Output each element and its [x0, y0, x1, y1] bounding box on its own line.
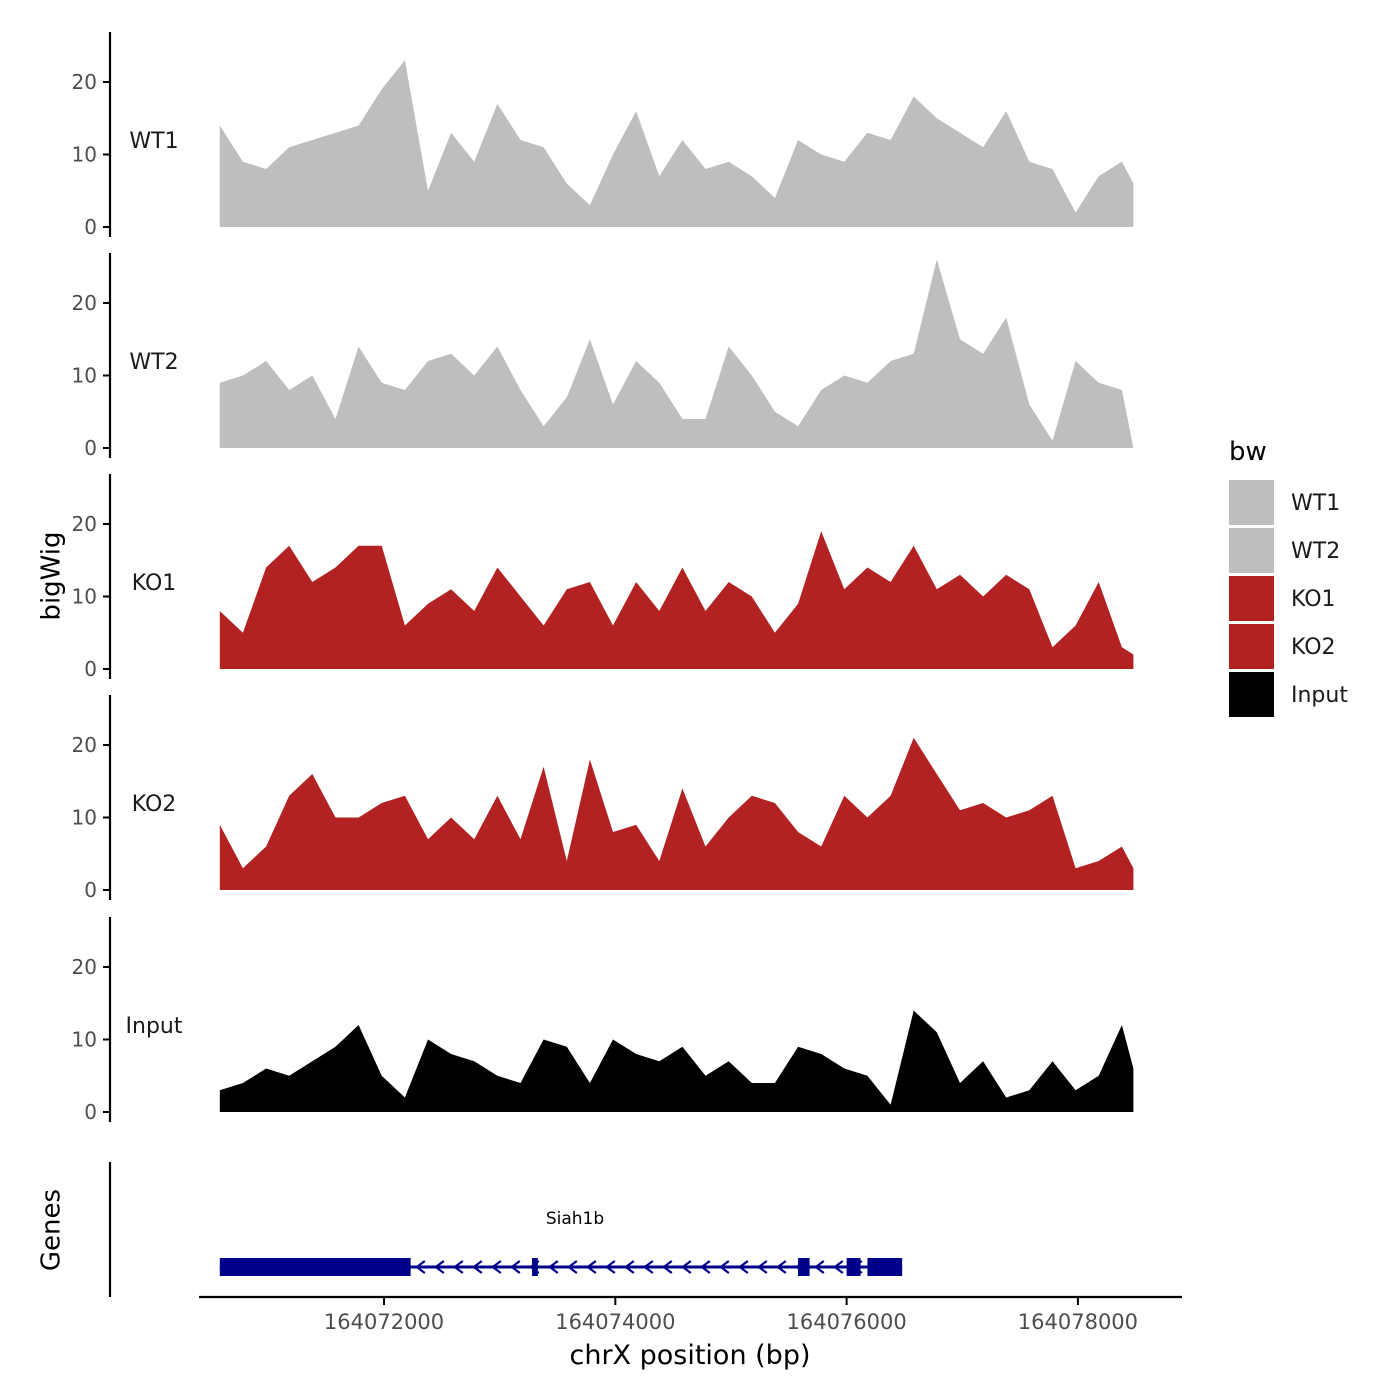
- legend-item-wt2[interactable]: WT2: [1229, 528, 1340, 573]
- track-label: KO1: [132, 571, 177, 596]
- x-tick-label: 164074000: [555, 1310, 675, 1334]
- y-tick-label: 10: [72, 143, 97, 167]
- strand-arrow: [642, 1260, 654, 1274]
- coverage-tracks: 0 10 20 WT1 0 10 20 WT2 0 10 20 KO1 0 10 20 KO2 0 10 20 Inp…: [72, 32, 1134, 1124]
- track-label: WT1: [129, 129, 178, 154]
- legend-label: Input: [1291, 683, 1348, 708]
- strand-arrow: [566, 1260, 578, 1274]
- legend-label: WT2: [1291, 539, 1340, 564]
- strand-arrow: [509, 1260, 521, 1274]
- y-tick-label: 0: [84, 657, 97, 681]
- x-tick-label: 164078000: [1018, 1310, 1138, 1334]
- track-wt1: 0 10 20 WT1: [72, 32, 1134, 239]
- x-axis: 164072000 164074000 164076000 164078000 chr…: [199, 1295, 1182, 1371]
- strand-arrow: [433, 1260, 445, 1274]
- y-axis-title: bigWig: [37, 531, 67, 620]
- strand-arrow: [775, 1260, 787, 1274]
- y-tick-label: 0: [84, 215, 97, 239]
- strand-arrow: [452, 1260, 464, 1274]
- legend-swatch: [1229, 624, 1274, 669]
- strand-arrow: [718, 1260, 730, 1274]
- y-tick-label: 20: [72, 733, 97, 757]
- legend-title: bw: [1229, 437, 1267, 467]
- strand-arrow: [661, 1260, 673, 1274]
- track-ko1: 0 10 20 KO1: [72, 474, 1134, 681]
- x-tick-label: 164072000: [324, 1310, 444, 1334]
- y-tick-label: 20: [72, 291, 97, 315]
- strand-arrow: [737, 1260, 749, 1274]
- legend-swatch: [1229, 576, 1274, 621]
- legend-label: KO2: [1291, 635, 1336, 660]
- strand-arrow: [680, 1260, 692, 1274]
- y-tick-label: 20: [72, 955, 97, 979]
- track-input: 0 10 20 Input: [72, 917, 1134, 1124]
- track-label: KO2: [132, 792, 177, 817]
- legend-item-ko1[interactable]: KO1: [1229, 576, 1336, 621]
- y-tick-label: 20: [72, 512, 97, 536]
- strand-arrow: [547, 1260, 559, 1274]
- x-tick-label: 164076000: [786, 1310, 906, 1334]
- coverage-area-wt1[interactable]: [219, 60, 1134, 227]
- y-tick-label: 10: [72, 806, 97, 830]
- gene-model-siah1b[interactable]: [219, 1258, 903, 1276]
- gene-exon: [798, 1258, 810, 1276]
- gene-exon: [532, 1258, 538, 1276]
- gene-name-label: Siah1b: [546, 1209, 604, 1229]
- legend: bw WT1 WT2 KO1 KO2 Input: [1229, 437, 1348, 717]
- strand-arrow: [756, 1260, 768, 1274]
- coverage-area-ko1[interactable]: [219, 531, 1134, 669]
- genes-track: Genes Siah1b: [37, 1162, 903, 1297]
- track-label: WT2: [129, 350, 178, 375]
- legend-swatch: [1229, 480, 1274, 525]
- coverage-area-ko2[interactable]: [219, 737, 1134, 890]
- legend-swatch: [1229, 528, 1274, 573]
- strand-arrow: [699, 1260, 711, 1274]
- track-ko2: 0 10 20 KO2: [72, 695, 1134, 902]
- strand-arrow: [623, 1260, 635, 1274]
- strand-arrow: [585, 1260, 597, 1274]
- x-axis-title: chrX position (bp): [569, 1340, 810, 1371]
- track-label: Input: [126, 1014, 183, 1039]
- y-tick-label: 10: [72, 364, 97, 388]
- gene-exon: [867, 1258, 903, 1276]
- coverage-area-input[interactable]: [219, 1010, 1134, 1113]
- gene-exon: [846, 1258, 861, 1276]
- legend-label: WT1: [1291, 491, 1340, 516]
- y-tick-label: 20: [72, 70, 97, 94]
- y-tick-label: 0: [84, 878, 97, 902]
- legend-label: KO1: [1291, 587, 1336, 612]
- legend-swatch: [1229, 672, 1274, 717]
- strand-arrow: [832, 1260, 844, 1274]
- y-tick-label: 10: [72, 585, 97, 609]
- genes-axis-label: Genes: [37, 1189, 67, 1271]
- strand-arrow: [813, 1260, 825, 1274]
- x-axis-ticks: 164072000 164074000 164076000 164078000: [324, 1297, 1138, 1334]
- legend-item-ko2[interactable]: KO2: [1229, 624, 1336, 669]
- track-wt2: 0 10 20 WT2: [72, 253, 1134, 460]
- strand-arrow: [414, 1260, 426, 1274]
- strand-arrow: [604, 1260, 616, 1274]
- strand-arrow: [471, 1260, 483, 1274]
- legend-item-input[interactable]: Input: [1229, 672, 1348, 717]
- y-tick-label: 10: [72, 1028, 97, 1052]
- y-tick-label: 0: [84, 436, 97, 460]
- legend-items: WT1 WT2 KO1 KO2 Input: [1229, 480, 1348, 717]
- gene-exon: [219, 1258, 411, 1276]
- coverage-area-wt2[interactable]: [219, 259, 1134, 449]
- y-tick-label: 0: [84, 1100, 97, 1124]
- legend-item-wt1[interactable]: WT1: [1229, 480, 1340, 525]
- strand-arrow: [490, 1260, 502, 1274]
